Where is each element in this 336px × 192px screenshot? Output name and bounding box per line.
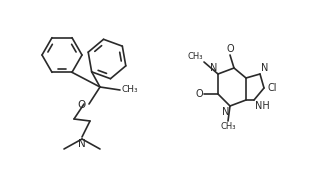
Text: N: N — [261, 63, 268, 73]
Text: O: O — [195, 89, 203, 99]
Text: O: O — [226, 44, 234, 54]
Text: CH₃: CH₃ — [220, 122, 236, 131]
Text: CH₃: CH₃ — [187, 52, 203, 61]
Text: NH: NH — [255, 101, 270, 111]
Text: N: N — [210, 63, 217, 73]
Text: N: N — [78, 139, 86, 149]
Text: CH₃: CH₃ — [121, 85, 138, 94]
Text: O: O — [78, 100, 86, 110]
Text: Cl: Cl — [267, 83, 277, 93]
Text: N: N — [222, 107, 229, 117]
